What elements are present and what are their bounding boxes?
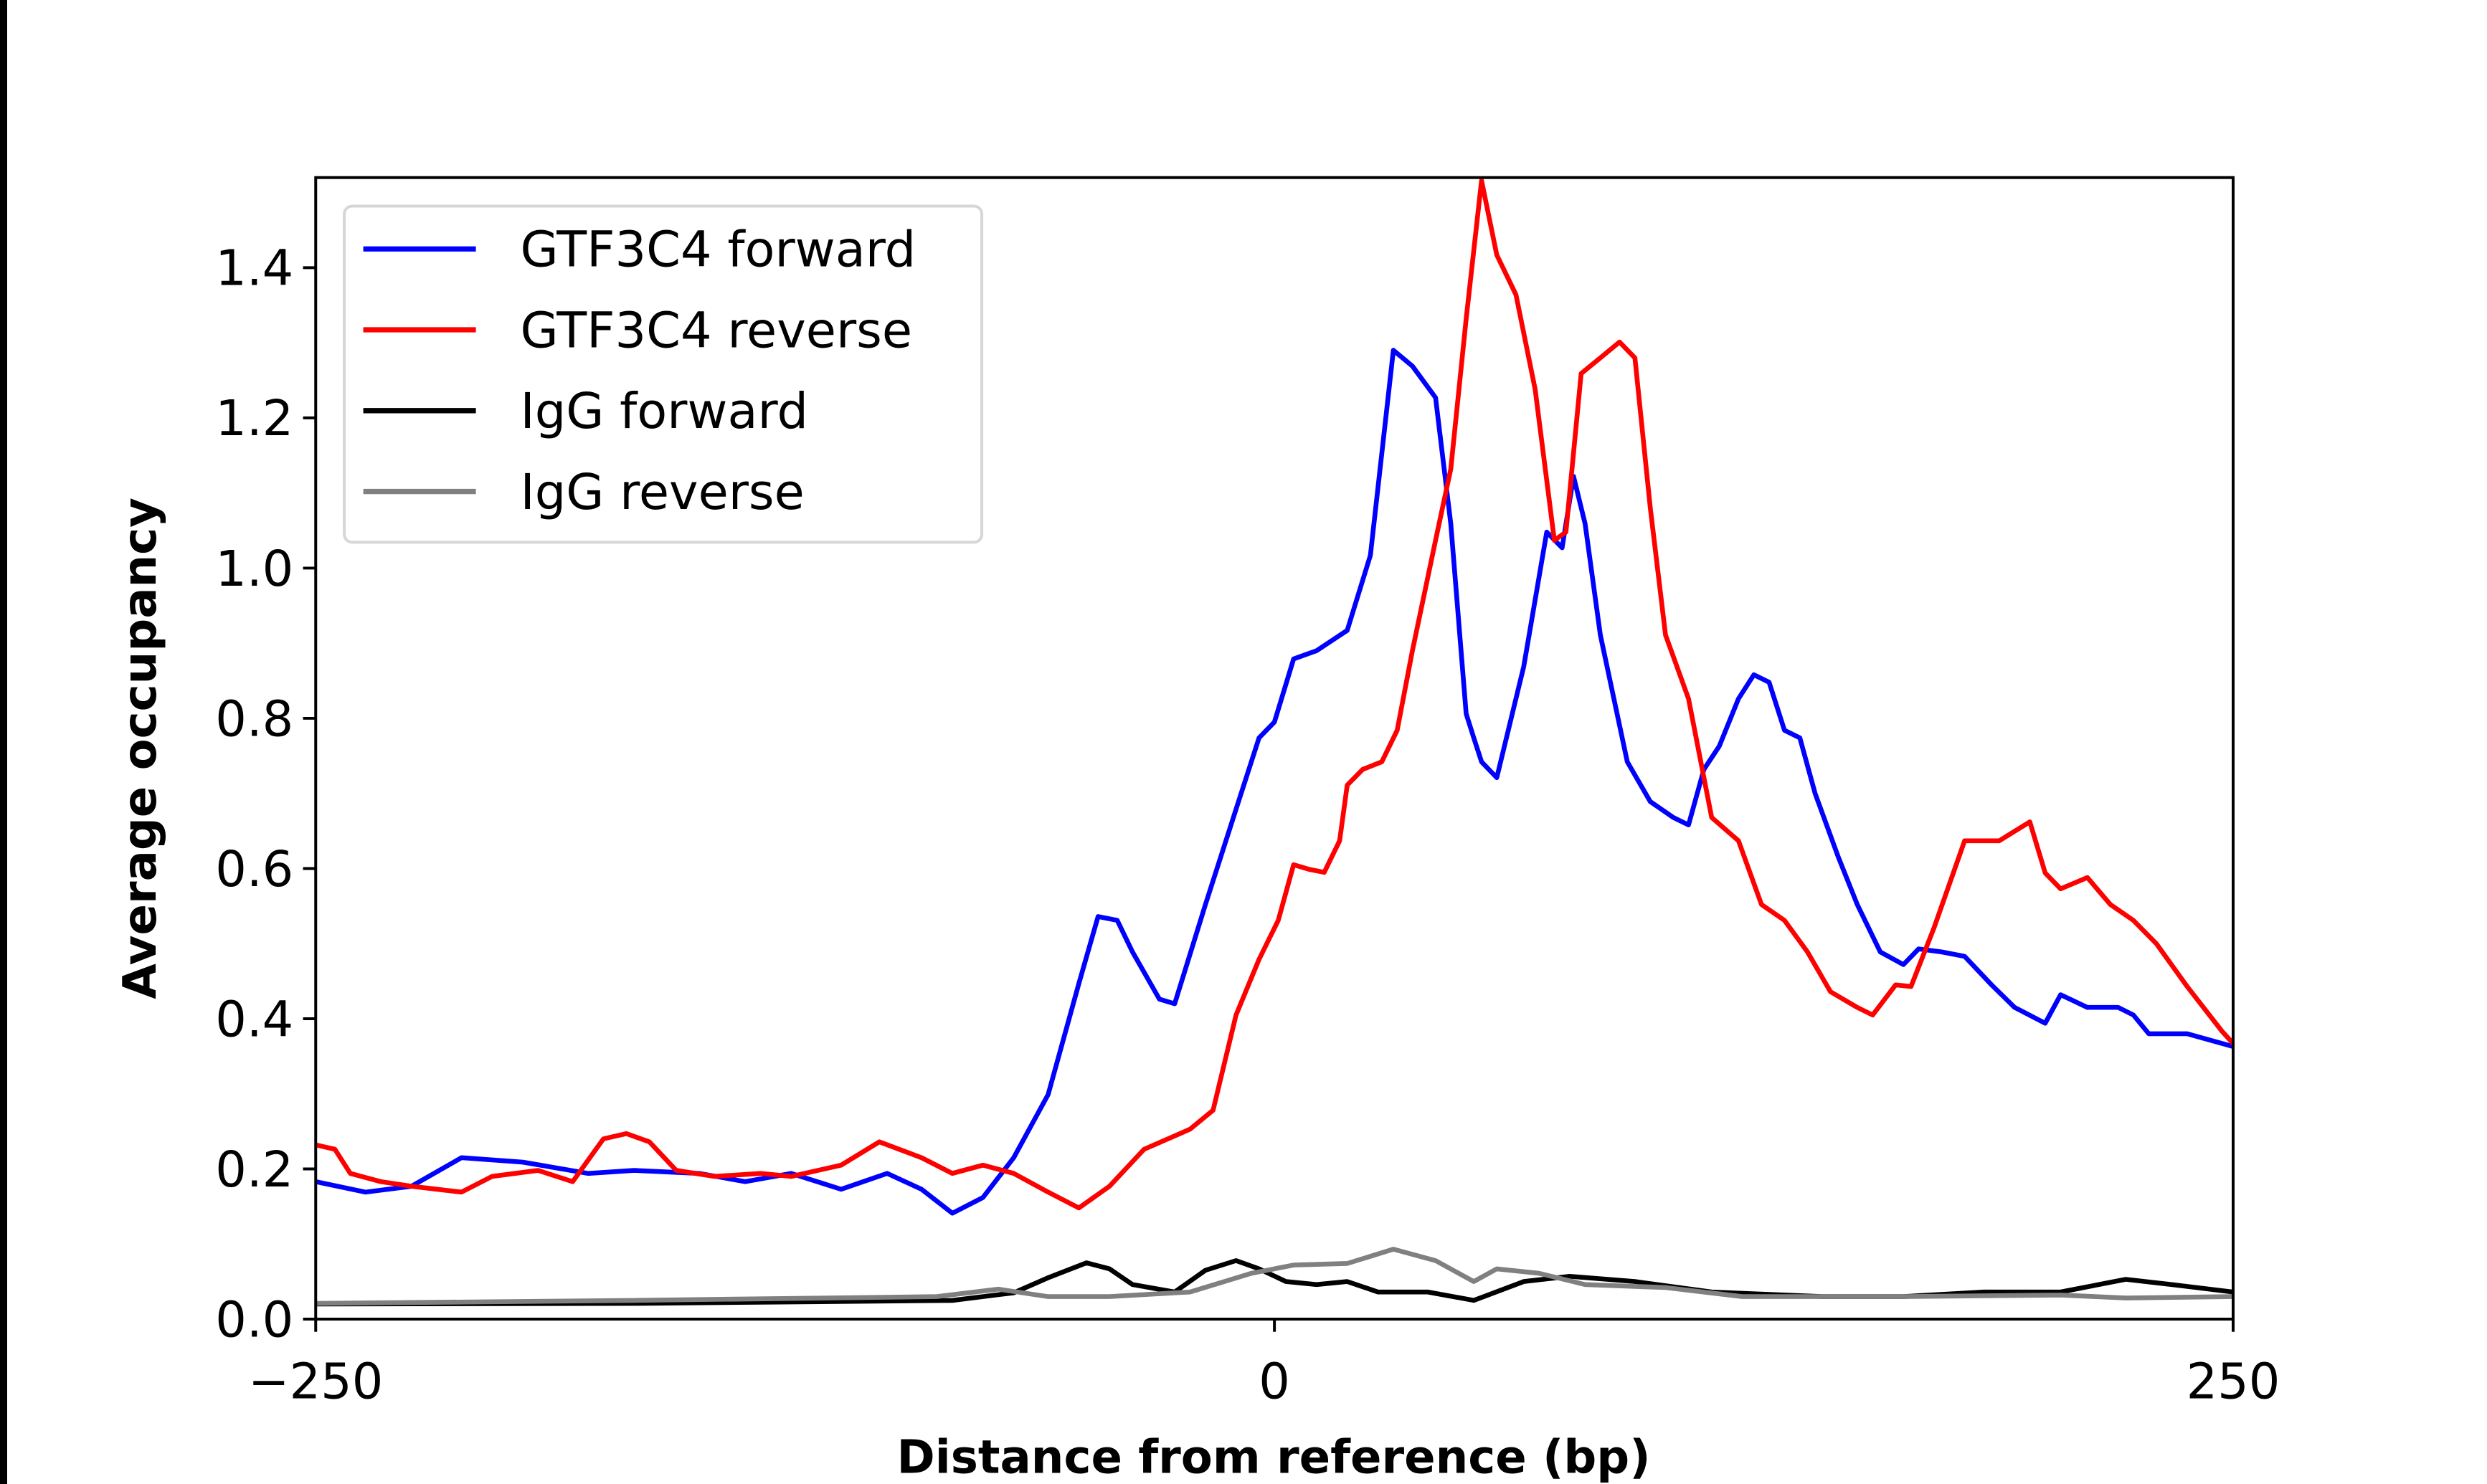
plot-lines bbox=[316, 178, 2234, 1307]
legend-label-2: IgG forward bbox=[521, 383, 808, 440]
y-tick-label: 1.4 bbox=[215, 240, 293, 298]
legend-box bbox=[343, 204, 984, 544]
legend-label-1: GTF3C4 reverse bbox=[521, 302, 913, 359]
x-tick-label: 0 bbox=[1259, 1354, 1290, 1411]
legend: GTF3C4 forward GTF3C4 reverse IgG forward I… bbox=[343, 204, 984, 544]
legend-label-3: IgG reverse bbox=[521, 464, 805, 521]
series-line-3 bbox=[316, 1247, 2234, 1306]
y-tick-label: 0.2 bbox=[215, 1141, 293, 1199]
y-axis-label: Average occupancy bbox=[113, 498, 167, 999]
y-tick-label: 0.8 bbox=[215, 690, 293, 748]
x-tick-label: −250 bbox=[248, 1354, 383, 1411]
y-tick-label: 0.6 bbox=[215, 841, 293, 898]
x-axis-label: Distance from reference (bp) bbox=[897, 1431, 1651, 1484]
y-tick-label: 1.0 bbox=[215, 541, 293, 598]
x-tick-label: 250 bbox=[2187, 1354, 2280, 1411]
y-tick-label: 0.4 bbox=[215, 991, 293, 1048]
y-tick-label: 0.0 bbox=[215, 1291, 293, 1349]
y-tick-label: 1.2 bbox=[215, 390, 293, 447]
legend-label-0: GTF3C4 forward bbox=[521, 222, 916, 279]
axis-ticks: −250 0 250 0.0 0.2 0.4 0.6 0.8 1.0 1.2 1.4 bbox=[215, 240, 2280, 1411]
series-line-1 bbox=[316, 178, 2234, 1211]
left-border bbox=[0, 0, 7, 1484]
series-line-0 bbox=[316, 348, 2234, 1216]
